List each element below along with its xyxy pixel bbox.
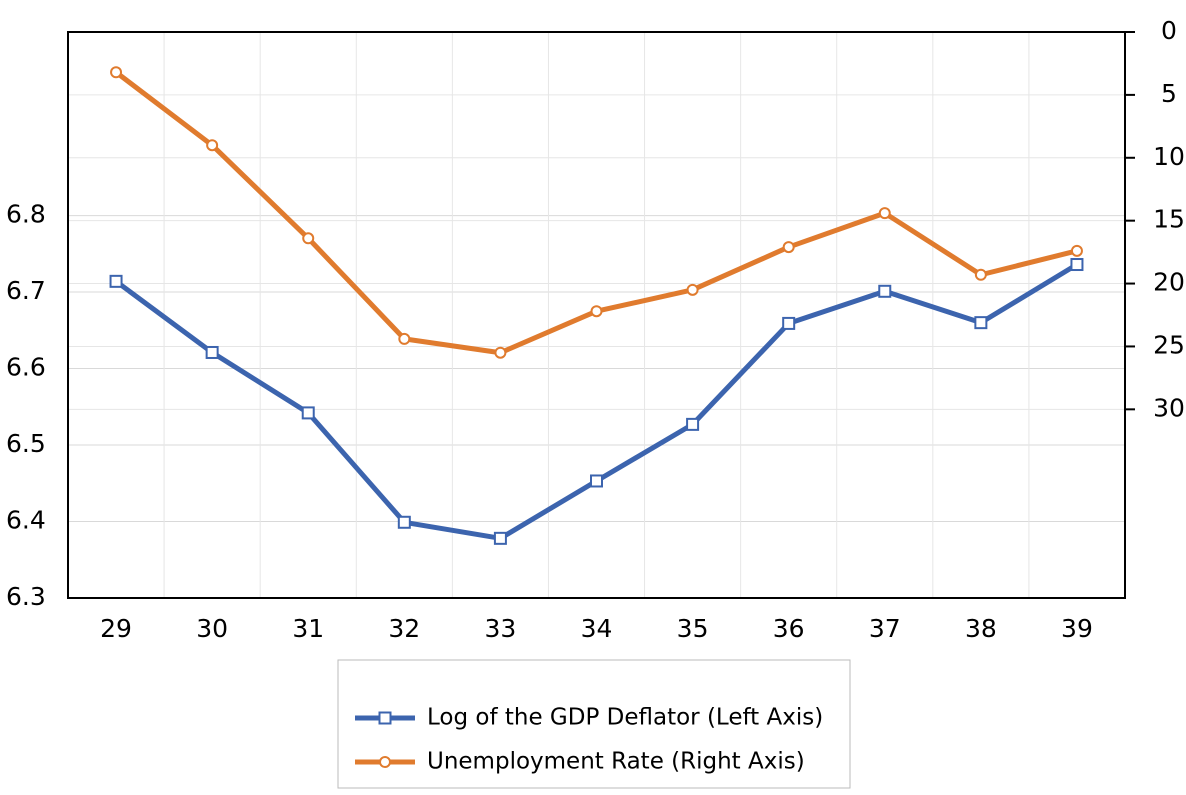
y-tick-label: 6.6 — [6, 353, 46, 382]
x-tick-label: 35 — [677, 614, 709, 643]
x-tick-label: 36 — [773, 614, 805, 643]
x-tick-label: 32 — [388, 614, 420, 643]
y-tick-label: 6.3 — [6, 582, 46, 611]
x-tick-label: 30 — [196, 614, 228, 643]
point-marker — [1070, 258, 1084, 272]
point-marker — [205, 345, 219, 359]
point-marker — [494, 346, 507, 359]
y2-tick-label: 0 — [1161, 16, 1177, 45]
y2-tick-label: 20 — [1153, 268, 1185, 297]
point-marker — [379, 756, 391, 768]
x-tick-label: 31 — [292, 614, 324, 643]
point-marker — [398, 332, 411, 345]
point-marker — [109, 274, 123, 288]
legend-label: Unemployment Rate (Right Axis) — [427, 749, 805, 775]
y2-tick-label: 10 — [1153, 142, 1185, 171]
point-marker — [878, 284, 892, 298]
point-marker — [302, 232, 315, 245]
point-marker — [782, 316, 796, 330]
point-marker — [782, 241, 795, 254]
point-marker — [1070, 244, 1083, 257]
point-marker — [974, 316, 988, 330]
y2-tick-label: 30 — [1153, 393, 1185, 422]
legend-label: Log of the GDP Deflator (Left Axis) — [427, 705, 823, 731]
x-tick-label: 33 — [485, 614, 517, 643]
x-tick-label: 37 — [869, 614, 901, 643]
point-marker — [397, 515, 411, 529]
point-marker — [686, 417, 700, 431]
point-marker — [590, 474, 603, 488]
point-marker — [686, 283, 699, 296]
legend-box — [337, 659, 851, 789]
y-tick-label: 6.4 — [6, 506, 46, 535]
point-marker — [110, 66, 123, 79]
point-marker — [206, 139, 219, 152]
y-tick-label: 6.7 — [6, 276, 46, 305]
point-marker — [974, 268, 987, 281]
x-tick-label: 29 — [100, 614, 132, 643]
point-marker — [878, 207, 891, 220]
point-marker — [590, 305, 603, 318]
point-marker — [493, 531, 507, 545]
y2-tick-label: 5 — [1161, 79, 1177, 108]
y-tick-label: 6.8 — [6, 200, 46, 229]
point-marker — [301, 406, 315, 420]
x-tick-label: 38 — [965, 614, 997, 643]
plot-frame — [67, 31, 1126, 599]
point-marker — [378, 711, 392, 725]
y2-tick-label: 25 — [1153, 330, 1185, 359]
y2-tick-label: 15 — [1153, 205, 1185, 234]
x-tick-label: 34 — [581, 614, 613, 643]
y-tick-label: 6.5 — [6, 429, 46, 458]
x-tick-label: 39 — [1061, 614, 1093, 643]
